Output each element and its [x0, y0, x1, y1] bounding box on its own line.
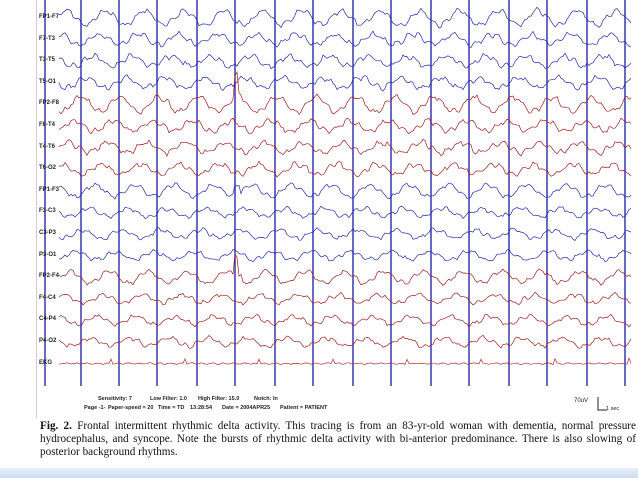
eeg-channel-trace	[58, 6, 632, 29]
eeg-channel-trace	[58, 205, 632, 220]
eeg-channel-trace	[58, 313, 632, 328]
channel-label: EKG	[39, 359, 53, 366]
figure-caption: Fig. 2. Frontal intermittent rhythmic de…	[40, 420, 636, 459]
eeg-tracing	[44, 0, 632, 386]
time-text: Time = TD	[158, 405, 185, 411]
eeg-channel-trace	[58, 138, 632, 157]
sensitivity-text: Sensitivity: 7	[98, 396, 132, 402]
slide-bottom-bar	[0, 468, 638, 478]
eeg-channel-trace	[58, 30, 632, 48]
recording-settings: Sensitivity: 7 Low Filter: 1.0 High Filt…	[36, 392, 634, 418]
channel-label: FP1-F7	[39, 14, 60, 20]
channel-label: T5-O1	[39, 78, 57, 85]
eeg-channel-trace	[58, 71, 632, 116]
eeg-tracing-panel: FP1-F7 F7-T3 T3-T5 T5-O1 FP2-F8 F8-T4 T4-T6 T6-…	[36, 0, 635, 418]
channel-label: FP2-F4	[39, 273, 60, 280]
eeg-channel-trace	[58, 117, 632, 135]
paper-speed-text: Paper-speed = 20	[108, 405, 154, 411]
figure-label: Fig. 2.	[40, 420, 72, 432]
channel-label: FP1-F3	[39, 186, 60, 193]
eeg-channel-trace	[58, 182, 632, 200]
channel-label: C3-P3	[39, 230, 57, 236]
eeg-channel-trace	[58, 252, 632, 286]
channel-label: T3-T5	[39, 57, 56, 64]
low-filter-text: Low Filter: 1.0	[150, 396, 187, 402]
channel-label: F3-C3	[39, 208, 56, 215]
channel-label: P4-O2	[39, 338, 57, 344]
eeg-channel-trace	[58, 357, 632, 366]
channel-label: F4-C4	[39, 294, 56, 301]
channel-label: F8-T4	[39, 122, 56, 128]
high-filter-text: High Filter: 15.0	[198, 396, 240, 402]
eeg-channel-trace	[58, 227, 632, 241]
date-text: Date = 2004APR25	[222, 405, 271, 411]
eeg-channel-trace	[59, 160, 632, 178]
channel-label: FP2-F8	[39, 100, 60, 107]
calibration-duration: 1 sec	[606, 406, 620, 412]
eeg-channel-trace	[59, 248, 632, 263]
eeg-channel-trace	[58, 52, 632, 70]
eeg-channel-trace	[58, 291, 632, 306]
channel-label: C4-P4	[39, 316, 57, 323]
notch-text: Notch: In	[254, 396, 278, 402]
channel-label: P3-O1	[39, 251, 57, 258]
channel-label: F7-T3	[39, 35, 56, 42]
caption-text: Frontal intermittent rhythmic delta acti…	[40, 420, 636, 458]
channel-label: T4-T6	[39, 143, 56, 150]
calibration-bar	[597, 397, 607, 411]
clock-text: 13:28:54	[190, 405, 213, 411]
page-text: Page -1-	[84, 405, 106, 411]
eeg-channel-trace	[58, 74, 632, 92]
patient-text: Patient = PATIENT	[280, 405, 328, 411]
channel-label: T6-O2	[39, 165, 57, 172]
eeg-channel-trace	[58, 334, 632, 349]
calibration-amplitude: 70uV	[574, 398, 589, 404]
